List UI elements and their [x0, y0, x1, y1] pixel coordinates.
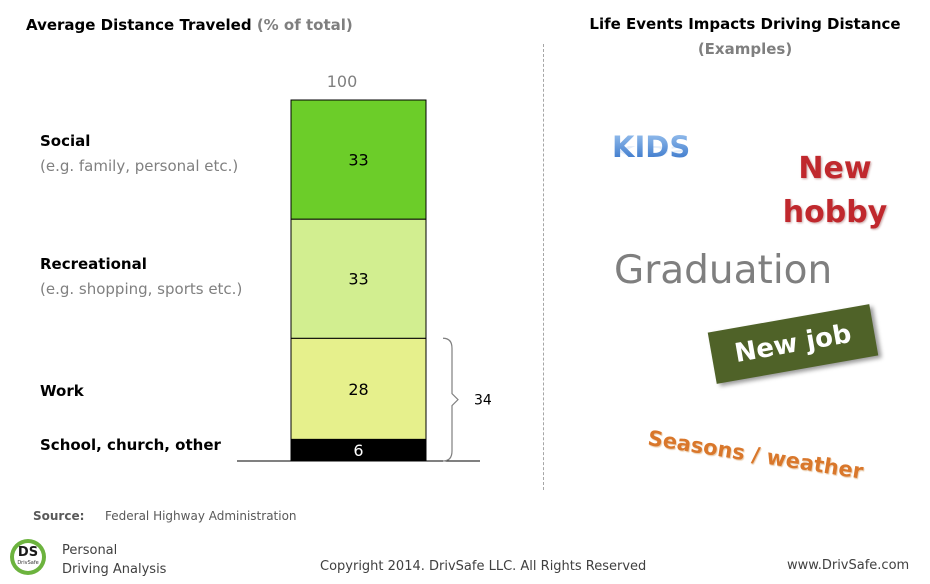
brand-line1: Personal: [62, 543, 118, 558]
copyright-text: Copyright 2014. DrivSafe LLC. All Rights…: [320, 559, 647, 574]
chart-title-suffix: (% of total): [256, 16, 353, 34]
kids-wordart: KIDS: [612, 130, 691, 164]
data-label-school: 6: [353, 441, 363, 460]
category-label-work: Work: [40, 382, 84, 400]
category-label-school: School, church, other: [40, 436, 221, 454]
new-hobby-line2: hobby: [782, 195, 888, 230]
website-link[interactable]: www.DrivSafe.com: [787, 558, 910, 573]
category-note-social: (e.g. family, personal etc.): [40, 157, 239, 175]
right-panel-subtitle: (Examples): [697, 40, 793, 58]
panel-divider: [543, 44, 544, 490]
category-label-recreational: Recreational: [40, 255, 147, 273]
chart-title: Average Distance Traveled (% of total): [26, 16, 353, 34]
new-hobby-line1: New: [798, 151, 872, 186]
data-label-recreational: 33: [348, 270, 368, 289]
logo-text: DS: [17, 545, 39, 560]
right-panel-title: Life Events Impacts Driving Distance: [589, 15, 901, 33]
chart-title-text: Average Distance Traveled: [26, 16, 252, 34]
source-value: Federal Highway Administration: [105, 509, 297, 523]
bracket-label: 34: [474, 393, 492, 409]
graduation-wordart: Graduation: [614, 248, 833, 293]
bar-segment-work: [290, 337, 427, 440]
logo-small-text: DrivSafe: [17, 560, 39, 566]
stacked-bar-chart: 6 28 33 33 100 34: [237, 72, 492, 462]
new-job-badge: New job: [707, 304, 879, 384]
bracket: [442, 337, 459, 462]
data-label-social: 33: [348, 151, 368, 170]
source-label: Source:: [33, 509, 85, 523]
data-label-work: 28: [348, 380, 368, 399]
bar-segment-social: [290, 99, 427, 220]
new-hobby-wordart: New hobby: [770, 147, 900, 235]
brand-line2: Driving Analysis: [62, 562, 167, 577]
seasons-weather-wordart: Seasons / weather: [646, 426, 865, 484]
category-label-social: Social: [40, 132, 91, 150]
logo-inner: DS DrivSafe: [14, 543, 42, 571]
total-label: 100: [327, 72, 358, 91]
category-note-recreational: (e.g. shopping, sports etc.): [40, 280, 243, 298]
drivsafe-logo: DS DrivSafe: [10, 539, 46, 575]
